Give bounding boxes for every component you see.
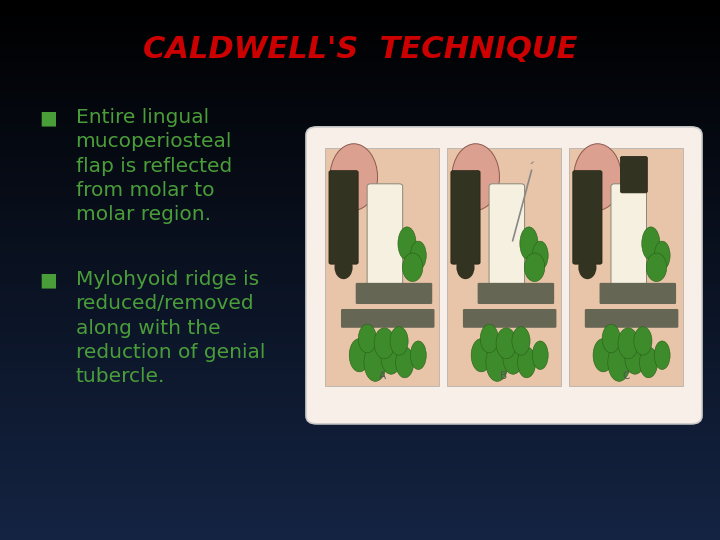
Ellipse shape: [618, 328, 639, 359]
FancyBboxPatch shape: [611, 184, 647, 299]
FancyBboxPatch shape: [367, 184, 402, 299]
FancyBboxPatch shape: [621, 157, 647, 193]
Ellipse shape: [518, 347, 536, 378]
Ellipse shape: [471, 339, 492, 372]
FancyBboxPatch shape: [573, 171, 602, 264]
Ellipse shape: [602, 325, 620, 353]
Ellipse shape: [364, 343, 387, 381]
Ellipse shape: [642, 227, 660, 260]
Ellipse shape: [625, 341, 645, 374]
Ellipse shape: [359, 325, 377, 353]
Ellipse shape: [349, 339, 369, 372]
Ellipse shape: [574, 144, 621, 210]
Ellipse shape: [593, 339, 613, 372]
Ellipse shape: [330, 144, 377, 210]
Ellipse shape: [480, 325, 498, 353]
Ellipse shape: [634, 327, 652, 355]
FancyBboxPatch shape: [325, 148, 438, 386]
Ellipse shape: [503, 341, 523, 374]
FancyBboxPatch shape: [356, 283, 432, 304]
FancyBboxPatch shape: [341, 309, 434, 328]
Text: ■: ■: [40, 108, 58, 127]
Ellipse shape: [654, 241, 670, 269]
FancyBboxPatch shape: [463, 309, 557, 328]
FancyBboxPatch shape: [570, 148, 683, 386]
Text: C: C: [622, 370, 629, 381]
FancyBboxPatch shape: [585, 309, 678, 328]
Ellipse shape: [452, 144, 500, 210]
FancyBboxPatch shape: [329, 171, 358, 264]
Ellipse shape: [486, 343, 508, 381]
Ellipse shape: [647, 253, 667, 281]
Ellipse shape: [532, 341, 548, 369]
Ellipse shape: [608, 343, 631, 381]
Ellipse shape: [456, 255, 474, 279]
Text: ■: ■: [40, 270, 58, 289]
Ellipse shape: [398, 227, 416, 260]
Text: Entire lingual
mucoperiosteal
flap is reflected
from molar to
molar region.: Entire lingual mucoperiosteal flap is re…: [76, 108, 232, 224]
Text: B: B: [500, 370, 508, 381]
Ellipse shape: [512, 327, 530, 355]
FancyBboxPatch shape: [477, 283, 554, 304]
FancyBboxPatch shape: [600, 283, 676, 304]
Ellipse shape: [335, 255, 353, 279]
Text: A: A: [379, 370, 386, 381]
Ellipse shape: [374, 328, 395, 359]
Ellipse shape: [520, 227, 538, 260]
Ellipse shape: [578, 255, 596, 279]
Ellipse shape: [410, 341, 426, 369]
Ellipse shape: [396, 347, 414, 378]
FancyBboxPatch shape: [306, 127, 702, 424]
Ellipse shape: [639, 347, 657, 378]
Text: Mylohyoid ridge is
reduced/removed
along with the
reduction of genial
tubercle.: Mylohyoid ridge is reduced/removed along…: [76, 270, 265, 386]
Ellipse shape: [654, 341, 670, 369]
FancyBboxPatch shape: [451, 171, 480, 264]
Ellipse shape: [524, 253, 545, 281]
Ellipse shape: [496, 328, 516, 359]
Ellipse shape: [381, 341, 401, 374]
FancyBboxPatch shape: [489, 184, 525, 299]
Text: CALDWELL'S  TECHNIQUE: CALDWELL'S TECHNIQUE: [143, 35, 577, 64]
Ellipse shape: [390, 327, 408, 355]
Ellipse shape: [532, 241, 548, 269]
FancyBboxPatch shape: [447, 148, 561, 386]
Ellipse shape: [402, 253, 423, 281]
Ellipse shape: [410, 241, 426, 269]
